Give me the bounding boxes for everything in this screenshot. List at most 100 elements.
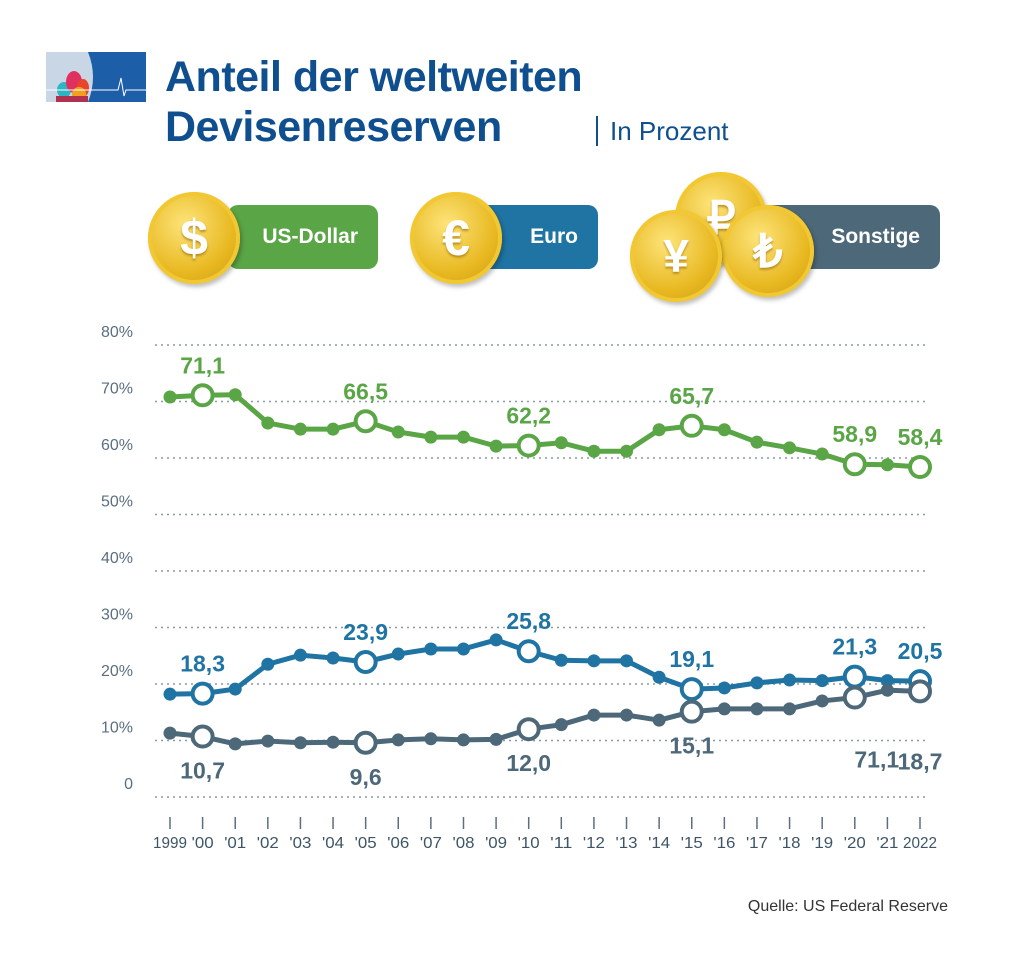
data-label: 19,1 [669,646,714,672]
data-point [620,444,634,458]
y-tick-label: 20% [101,663,133,680]
data-point [163,726,177,740]
data-point [391,647,405,661]
data-point [391,733,405,747]
legend-usd: US-Dollar [228,205,378,269]
y-tick-label: 0 [124,776,133,793]
data-point [783,441,797,455]
data-point [587,654,601,668]
data-point [783,673,797,687]
data-label: 21,3 [832,634,877,660]
x-tick-label: '02 [257,835,279,852]
data-point [554,653,568,667]
y-tick-label: 10% [101,720,133,737]
data-point-highlight [516,433,541,458]
data-point [880,683,894,697]
yen-coin-icon: ¥ [630,210,722,302]
data-point [620,654,634,668]
data-point [391,425,405,439]
data-point [163,687,177,701]
data-label: 23,9 [343,619,388,645]
data-point [554,436,568,450]
euro-coin-icon: € [410,192,502,284]
data-point [620,708,634,722]
legend-usd-label: US-Dollar [262,225,358,248]
data-point [880,458,894,472]
data-label: 18,7 [898,748,943,774]
data-point-highlight [679,413,704,438]
data-point [293,736,307,750]
data-label: 71,1 [854,747,899,773]
data-point [815,674,829,688]
series-line-sonstige [169,687,921,747]
data-point [424,732,438,746]
data-point [326,651,340,665]
data-point [424,430,438,444]
data-point [456,642,470,656]
data-point-highlight [190,681,215,706]
data-point [587,708,601,722]
data-point-highlight [679,699,704,724]
data-point [717,681,731,695]
unit-label: In Prozent [596,116,729,146]
legend-euro-label: Euro [530,225,578,248]
y-tick-label: 40% [101,550,133,567]
lira-coin-icon: ₺ [722,205,814,297]
data-label: 20,5 [898,638,943,664]
logo [46,52,146,102]
data-point [750,676,764,690]
page-title: Anteil der weltweiten Devisenreserven [165,52,583,152]
data-point [717,423,731,437]
x-tick-label: '07 [420,835,442,852]
x-tick-label: '20 [844,835,866,852]
x-tick-label: '10 [518,835,540,852]
y-tick-label: 50% [101,494,133,511]
y-tick-label: 30% [101,607,133,624]
data-point [750,702,764,716]
title-line-1: Anteil der weltweiten [165,53,583,101]
y-tick-label: 80% [101,324,133,341]
data-point [228,682,242,696]
y-tick-label: 70% [101,381,133,398]
source-note: Quelle: US Federal Reserve [747,898,948,915]
data-point [261,416,275,430]
x-tick-label: '04 [322,835,344,852]
data-point [783,702,797,716]
x-tick-label: '17 [746,835,768,852]
data-label: 12,0 [506,750,551,776]
data-point [228,737,242,751]
data-point [424,642,438,656]
x-tick-label: '01 [224,835,246,852]
data-label: 25,8 [506,608,551,634]
data-point [261,734,275,748]
data-point [228,388,242,402]
data-point [815,447,829,461]
data-label: 66,5 [343,378,388,404]
data-point [750,435,764,449]
data-point [652,423,666,437]
x-tick-label: '05 [355,835,377,852]
x-tick-label: '16 [713,835,735,852]
data-label: 15,1 [669,733,714,759]
x-tick-label: '08 [452,835,474,852]
x-tick-label: '12 [583,835,605,852]
x-tick-label: '21 [876,835,898,852]
x-tick-label: 1999 [153,835,187,852]
data-label: 58,9 [832,421,877,447]
data-point [326,735,340,749]
data-point [326,422,340,436]
x-tick-label: '06 [387,835,409,852]
x-tick-label: '00 [192,835,214,852]
data-point [456,430,470,444]
data-point [880,674,894,688]
data-label: 62,2 [506,403,551,429]
data-point [489,633,503,647]
data-point [489,732,503,746]
y-tick-label: 60% [101,437,133,454]
data-label: 58,4 [898,424,943,450]
dollar-coin-icon: $ [148,192,240,284]
series-line-euro [169,637,921,697]
data-point [261,657,275,671]
x-tick-label: '19 [811,835,833,852]
x-tick-label: '18 [779,835,801,852]
